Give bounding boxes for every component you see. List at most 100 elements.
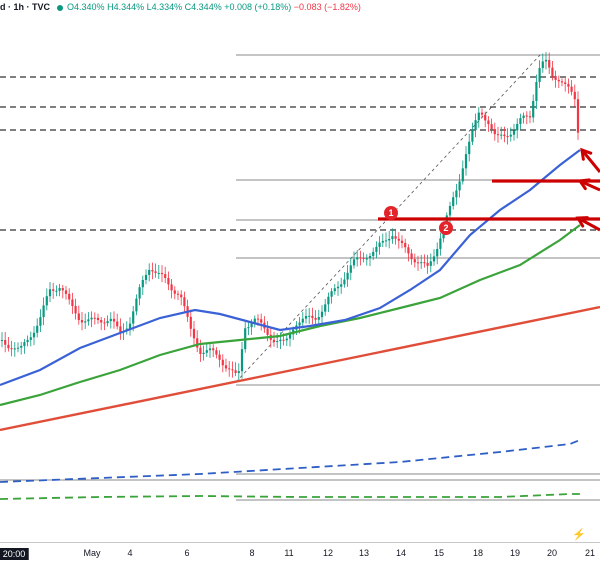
candle-body <box>455 190 458 198</box>
candle-body <box>266 328 269 335</box>
candle-body <box>148 269 151 275</box>
candle-body <box>144 274 148 280</box>
candle-body <box>218 354 221 360</box>
candle-body <box>557 79 560 82</box>
time-axis[interactable]: 20:00 May 4 6 8 11 12 13 14 15 18 19 20 … <box>0 542 600 565</box>
x-tick-label: 19 <box>509 548 521 558</box>
marker-badge-2[interactable]: 2 <box>439 221 453 235</box>
volume-ma-slow <box>0 493 580 500</box>
x-tick-label: 4 <box>127 548 133 558</box>
symbol-label[interactable]: d · 1h · TVC <box>0 2 50 12</box>
candle-body <box>247 327 250 329</box>
candle-body <box>45 296 48 306</box>
candle-body <box>196 338 199 348</box>
candle-body <box>205 350 208 353</box>
candle-body <box>381 240 384 243</box>
candle-body <box>48 289 52 297</box>
ma-fast-line <box>0 149 581 387</box>
candle-body <box>112 318 116 322</box>
candle-body <box>20 345 23 348</box>
candle-body <box>151 269 154 272</box>
candle-body <box>522 115 525 119</box>
candle-body <box>420 262 423 264</box>
arrow-shaft <box>577 216 600 232</box>
candle-body <box>464 154 468 169</box>
candle-body <box>93 317 96 319</box>
candle-body <box>500 134 503 136</box>
candle-body <box>36 325 39 333</box>
candle-body <box>237 371 240 374</box>
candle-body <box>55 290 58 292</box>
candle-body <box>426 262 429 266</box>
candle-body <box>356 257 359 260</box>
arrow-shaft <box>580 149 600 173</box>
candle-body <box>519 118 522 124</box>
close-value: C4.344% <box>184 2 222 12</box>
change-value: +0.008 (+0.18%) <box>224 2 292 12</box>
candle-body <box>330 291 333 297</box>
price-chart[interactable] <box>0 0 600 542</box>
candle-body <box>368 256 372 259</box>
candle-body <box>352 259 356 266</box>
candle-body <box>535 81 538 101</box>
arrow-head <box>580 147 593 161</box>
candle-body <box>90 317 93 320</box>
candle-body <box>39 317 42 326</box>
candle-body <box>272 339 276 342</box>
candle-body <box>199 347 202 355</box>
candle-body <box>490 124 493 130</box>
candle-body <box>340 284 343 287</box>
candle-body <box>109 318 112 322</box>
candle-body <box>359 257 362 259</box>
x-tick-label: 11 <box>284 548 294 558</box>
candle-body <box>509 134 512 137</box>
arrow-shaft <box>579 179 600 192</box>
candle-body <box>170 284 173 291</box>
candle-body <box>32 332 36 338</box>
candle-body <box>298 322 301 326</box>
candle-body <box>548 59 551 68</box>
candle-body <box>183 297 186 307</box>
candle-body <box>74 306 77 314</box>
candle-body <box>544 59 548 62</box>
candle-body <box>116 321 119 327</box>
candle-body <box>87 319 90 322</box>
candle-body <box>180 294 183 298</box>
candle-body <box>365 258 368 260</box>
flash-icon[interactable]: ⚡ <box>572 529 586 541</box>
market-status-icon <box>56 4 63 11</box>
candle-body <box>250 323 253 328</box>
candle-body <box>375 246 378 252</box>
candle-body <box>304 315 308 319</box>
candle-body <box>157 272 160 274</box>
x-tick-label: 8 <box>249 548 255 558</box>
candle-body <box>29 337 32 340</box>
candle-body <box>388 238 391 241</box>
candle-body <box>202 352 205 355</box>
candle-body <box>570 86 573 92</box>
candle-body <box>311 315 314 318</box>
candle-body <box>84 321 87 323</box>
candle-body <box>256 318 260 320</box>
candle-body <box>215 350 218 355</box>
candle-body <box>484 114 487 121</box>
candle-body <box>362 257 365 259</box>
candle-body <box>452 197 455 207</box>
candle-body <box>96 317 100 321</box>
low-value: L4.334% <box>146 2 183 12</box>
candle-body <box>532 100 535 118</box>
marker-badge-1[interactable]: 1 <box>384 206 398 220</box>
candle-body <box>276 341 279 343</box>
x-tick-label: May <box>83 548 101 558</box>
candle-body <box>516 123 519 131</box>
candle-body <box>58 288 61 291</box>
candle-body <box>282 339 285 341</box>
candle-body <box>80 320 84 323</box>
candle-body <box>301 318 304 323</box>
candle-body <box>439 238 442 249</box>
candle-body <box>160 272 164 275</box>
candle-body <box>410 253 413 260</box>
candle-body <box>141 279 144 288</box>
candle-body <box>317 317 320 320</box>
